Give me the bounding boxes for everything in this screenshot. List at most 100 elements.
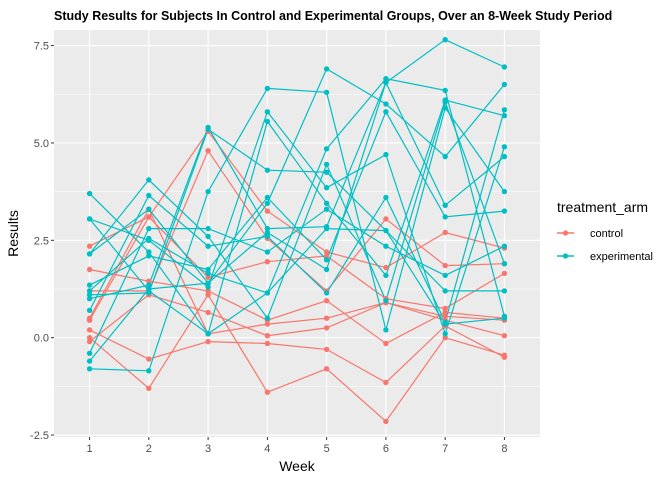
data-point-experimental xyxy=(383,101,389,107)
data-point-experimental xyxy=(146,368,152,374)
data-point-experimental xyxy=(383,109,389,115)
data-point-experimental xyxy=(383,298,389,304)
x-tick-label: 2 xyxy=(146,443,152,455)
series-line-control xyxy=(89,293,505,423)
data-point-experimental xyxy=(264,167,271,173)
data-point-experimental xyxy=(86,282,93,288)
data-point-control xyxy=(501,333,508,339)
data-point-control xyxy=(205,274,211,280)
data-point-control xyxy=(264,208,271,214)
data-point-experimental xyxy=(501,261,508,267)
data-point-experimental xyxy=(146,249,152,255)
data-point-experimental xyxy=(264,290,271,296)
x-tick-label: 7 xyxy=(442,443,448,455)
data-point-control xyxy=(442,313,448,319)
data-point-experimental xyxy=(264,229,271,236)
data-point-control xyxy=(383,418,389,425)
data-point-control xyxy=(146,385,152,391)
data-point-experimental xyxy=(323,266,330,273)
data-point-experimental xyxy=(146,225,152,232)
data-point-experimental xyxy=(205,126,211,132)
series-points xyxy=(86,37,508,425)
data-point-experimental xyxy=(501,188,508,195)
x-tick-label: 8 xyxy=(501,443,507,455)
series-line-control xyxy=(89,207,505,335)
data-point-experimental xyxy=(86,292,93,298)
data-point-experimental xyxy=(205,225,211,232)
data-point-experimental xyxy=(205,233,211,240)
data-point-experimental xyxy=(264,315,271,321)
data-point-control xyxy=(205,338,211,345)
series-line-experimental xyxy=(89,87,505,372)
data-point-experimental xyxy=(323,290,330,296)
data-point-experimental xyxy=(323,146,330,152)
series-line-experimental xyxy=(89,110,505,336)
data-point-control xyxy=(442,262,448,269)
series-line-control xyxy=(89,325,505,384)
data-point-experimental xyxy=(501,243,508,249)
data-point-experimental xyxy=(264,225,271,232)
data-point-experimental xyxy=(146,192,152,199)
data-point-experimental xyxy=(323,169,330,175)
data-point-experimental xyxy=(205,266,211,273)
y-tick-label: 5.0 xyxy=(34,138,49,150)
data-point-experimental xyxy=(501,64,508,70)
data-point-experimental xyxy=(383,151,389,158)
series-line-experimental xyxy=(89,227,505,325)
x-tick-label: 5 xyxy=(324,443,330,455)
data-point-control xyxy=(323,346,330,353)
series-line-control xyxy=(89,268,505,345)
data-point-experimental xyxy=(86,358,93,364)
data-point-experimental xyxy=(383,76,389,82)
data-point-control xyxy=(442,229,448,236)
y-tick-label: 0.0 xyxy=(34,333,49,345)
data-point-experimental xyxy=(205,243,211,249)
data-point-experimental xyxy=(442,87,448,94)
x-tick-label: 3 xyxy=(205,443,211,455)
data-point-experimental xyxy=(323,225,330,232)
y-tick-label: 7.5 xyxy=(34,41,49,53)
data-point-experimental xyxy=(501,144,508,150)
data-point-control xyxy=(264,321,271,327)
data-point-control xyxy=(86,317,93,323)
data-point-experimental xyxy=(264,109,271,115)
data-point-experimental xyxy=(146,288,152,294)
data-point-control xyxy=(205,288,211,294)
legend-label-control: control xyxy=(590,228,623,240)
data-point-experimental xyxy=(442,214,448,220)
data-point-control xyxy=(442,335,448,341)
data-point-experimental xyxy=(205,280,211,286)
data-point-experimental xyxy=(323,185,330,191)
series-line-experimental xyxy=(89,99,505,335)
data-point-experimental xyxy=(264,233,271,240)
data-point-experimental xyxy=(501,208,508,214)
data-point-experimental xyxy=(264,200,271,206)
data-point-control xyxy=(146,214,152,220)
data-point-experimental xyxy=(86,190,93,197)
data-point-experimental xyxy=(383,327,389,333)
data-point-control xyxy=(383,340,389,347)
data-point-experimental xyxy=(86,251,93,257)
data-point-experimental xyxy=(442,153,448,160)
data-point-control xyxy=(264,333,271,339)
series-line-experimental xyxy=(89,109,505,324)
legend-key-experimental-point xyxy=(562,253,569,259)
data-point-control xyxy=(383,264,389,271)
series-line-experimental xyxy=(89,128,505,296)
data-point-control xyxy=(86,243,93,249)
data-point-experimental xyxy=(442,97,448,103)
data-point-experimental xyxy=(323,66,330,72)
y-axis-ticks: -2.5 0.0 2.5 5.0 7.5 xyxy=(30,41,54,442)
data-point-experimental xyxy=(383,243,389,249)
data-point-experimental xyxy=(323,257,330,263)
data-point-experimental xyxy=(264,249,271,255)
data-point-control xyxy=(323,253,330,259)
data-point-experimental xyxy=(442,272,448,279)
data-point-control xyxy=(86,338,93,345)
legend-title: treatment_arm xyxy=(557,199,648,215)
data-point-experimental xyxy=(442,288,448,294)
data-point-experimental xyxy=(205,270,211,277)
data-point-control xyxy=(146,356,152,362)
x-tick-label: 1 xyxy=(86,443,92,455)
